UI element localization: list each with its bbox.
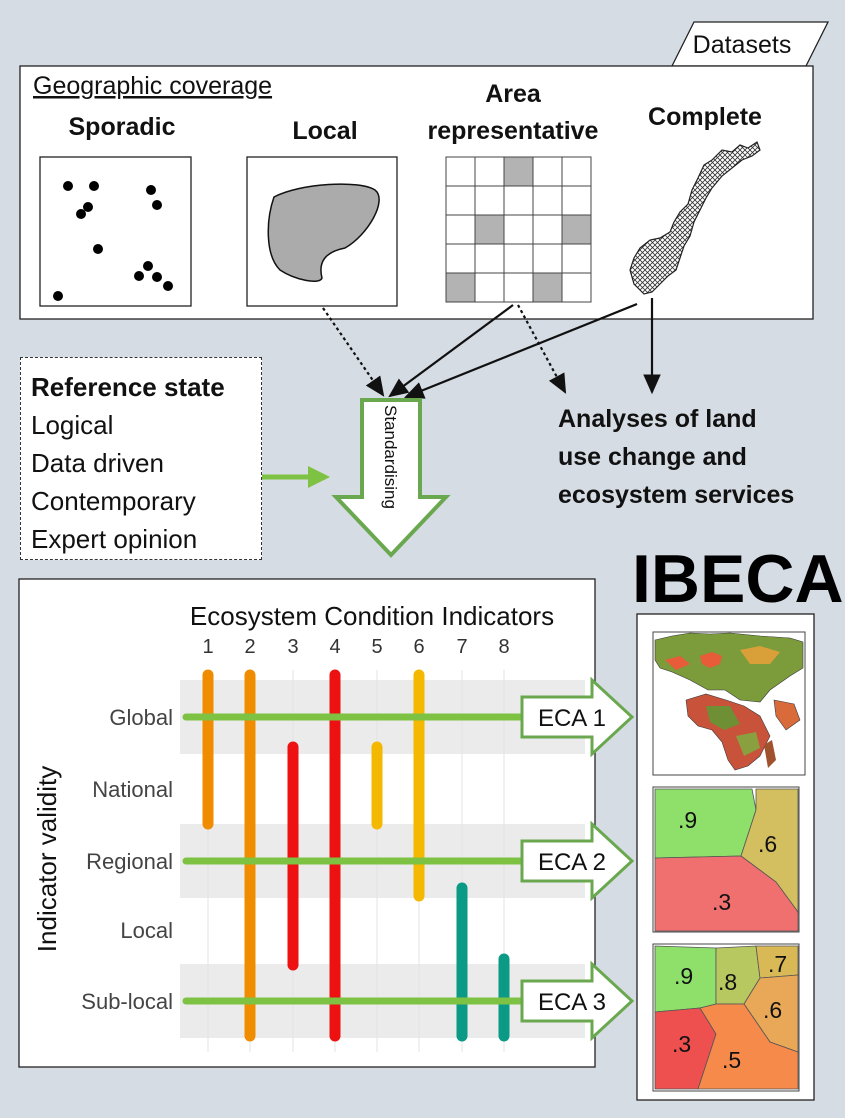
grid-cell-sampled: [561, 214, 592, 245]
dataset-arrows: [322, 298, 661, 399]
eca2-region-map: .9 .6 .3: [652, 786, 800, 933]
analyses-line: Analyses of land: [558, 405, 757, 433]
indicator-tick-label: 7: [456, 636, 467, 658]
grid-cell: [503, 185, 534, 216]
eca2-value-1: .9: [678, 807, 697, 833]
grid-cell: [474, 272, 505, 303]
level-tick-label: National: [92, 777, 173, 802]
eca3-value-5: .3: [672, 1031, 691, 1057]
eca3-value-3: .7: [768, 951, 787, 977]
reference-state-item: Contemporary: [31, 486, 196, 516]
grid-cell: [474, 243, 505, 274]
grid-cell: [532, 243, 563, 274]
area-representative-grid: [445, 156, 592, 303]
reference-state-item: Expert opinion: [31, 524, 198, 554]
grid-cell-sampled: [532, 272, 563, 303]
local-label: Local: [292, 117, 357, 145]
grid-cell: [445, 243, 476, 274]
level-tick-label: Sub-local: [81, 989, 173, 1014]
account-arrow: [520, 676, 635, 758]
indicator-tick-label: 6: [413, 636, 424, 658]
grid-cell: [532, 156, 563, 187]
indicator-tick-label: 2: [244, 636, 255, 658]
global-map: [652, 631, 806, 776]
grid-cell: [532, 185, 563, 216]
eca2-value-2: .6: [758, 831, 777, 857]
eca3-value-6: .5: [722, 1047, 741, 1073]
sporadic-label: Sporadic: [69, 113, 176, 141]
indicator-tick-label: 8: [498, 636, 509, 658]
eca3-region-map: .9 .8 .7 .6 .3 .5: [652, 943, 800, 1092]
local-area-panel: [246, 156, 398, 307]
level-tick-label: Local: [120, 918, 173, 943]
analyses-line: ecosystem services: [558, 481, 795, 509]
grid-cell: [474, 156, 505, 187]
grid-cell: [445, 185, 476, 216]
account-arrow: [520, 820, 635, 902]
indicator-tick-label: 4: [329, 636, 340, 658]
grid-cell: [503, 243, 534, 274]
datasets-tab-label: Datasets: [693, 31, 792, 59]
grid-cell: [474, 185, 505, 216]
reference-state-item: Logical: [31, 410, 114, 440]
eca2-value-3: .3: [712, 889, 731, 915]
account-arrow: [520, 960, 635, 1042]
grid-cell: [532, 214, 563, 245]
y-axis-label: Indicator validity: [32, 766, 62, 952]
grid-cell: [561, 156, 592, 187]
indicator-validity-chart: Ecosystem Condition Indicators 1 2 3 4 5 6 7 8 Gl…: [32, 601, 635, 1052]
grid-cell: [561, 272, 592, 303]
sporadic-points-panel: [39, 156, 192, 307]
grid-cell: [445, 214, 476, 245]
analyses-line: use change and: [558, 443, 747, 471]
analyses-text: Analyses of land use change and ecosyste…: [558, 400, 838, 514]
complete-label: Complete: [648, 103, 762, 131]
account-label: ECA 3: [538, 989, 606, 1016]
account-label: ECA 2: [538, 849, 606, 876]
eca3-value-4: .6: [763, 997, 782, 1023]
area-representative-label-line1: Area: [485, 80, 542, 108]
reference-state-title: Reference state: [31, 372, 225, 402]
level-tick-label: Regional: [86, 849, 173, 874]
reference-state-item: Data driven: [31, 448, 164, 478]
grid-cell: [445, 156, 476, 187]
grid-cell-sampled: [445, 272, 476, 303]
account-label: ECA 1: [538, 705, 606, 732]
eca3-value-1: .9: [674, 963, 693, 989]
standardising-arrow: Standardising: [331, 398, 451, 558]
indicator-tick-label: 1: [202, 636, 213, 658]
grid-cell-sampled: [474, 214, 505, 245]
datasets-tab: Datasets: [670, 21, 830, 67]
standardising-label: Standardising: [381, 405, 400, 509]
complete-coverage-map: [629, 141, 761, 295]
grid-cell: [561, 185, 592, 216]
grid-cell: [503, 272, 534, 303]
grid-cell-sampled: [503, 156, 534, 187]
chart-title: Ecosystem Condition Indicators: [190, 601, 554, 631]
reference-state-box: Reference state Logical Data driven Cont…: [20, 357, 262, 560]
grid-cell: [561, 243, 592, 274]
level-tick-label: Global: [109, 705, 173, 730]
indicator-tick-label: 5: [371, 636, 382, 658]
grid-cell: [503, 214, 534, 245]
geographic-coverage-heading: Geographic coverage: [33, 72, 272, 100]
area-representative-label-line2: representative: [428, 117, 599, 145]
eca3-value-2: .8: [718, 969, 737, 995]
indicator-tick-label: 3: [287, 636, 298, 658]
ibeca-title: IBECA: [632, 541, 844, 617]
